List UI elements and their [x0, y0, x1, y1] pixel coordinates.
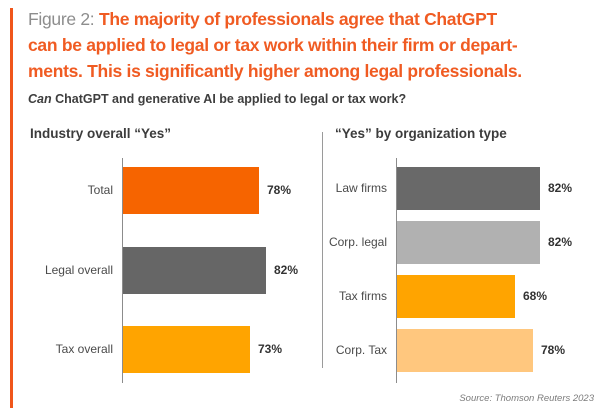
accent-stripe: [10, 8, 13, 408]
figure-title-line1: Figure 2: The majority of professionals …: [28, 6, 598, 32]
value-label: 68%: [523, 289, 548, 303]
survey-question: Can ChatGPT and generative AI be applied…: [28, 92, 406, 106]
survey-question-italic-word: Can: [28, 92, 52, 106]
category-label: Corp. Tax: [335, 343, 387, 357]
figure-number-label: Figure 2:: [28, 9, 95, 29]
category-label: Corp. legal: [328, 235, 387, 249]
bar: [123, 167, 259, 214]
category-label: Legal overall: [44, 262, 113, 277]
value-label: 82%: [548, 181, 573, 195]
category-label: Tax overall: [55, 342, 113, 356]
value-label: 78%: [541, 343, 566, 357]
bar: [397, 329, 533, 372]
value-label: 82%: [548, 235, 573, 249]
axis-line: [122, 158, 123, 383]
value-label: 82%: [274, 262, 299, 277]
figure-title-text: The majority of professionals agree that…: [98, 9, 497, 29]
bar: [397, 221, 540, 264]
category-label: Total: [87, 183, 113, 197]
value-label: 73%: [258, 342, 283, 356]
figure-title-line3: ments. This is significantly higher amon…: [28, 61, 522, 81]
bar: [123, 246, 266, 294]
category-label: Law firms: [335, 181, 387, 195]
bar: [123, 326, 250, 373]
axis-line: [396, 158, 397, 383]
panel-divider-line: [322, 132, 323, 368]
value-label: 78%: [267, 183, 292, 197]
category-label: Tax firms: [339, 289, 387, 303]
survey-question-text: ChatGPT and generative AI be applied to …: [55, 92, 407, 106]
figure-title: Figure 2: The majority of professionals …: [28, 6, 598, 84]
bar: [397, 167, 540, 210]
figure-title-line2: can be applied to legal or tax work with…: [28, 35, 518, 55]
source-credit: Source: Thomson Reuters 2023: [459, 393, 594, 404]
right-chart-heading: “Yes” by organization type: [335, 126, 507, 141]
bar: [397, 275, 515, 318]
left-chart-heading: Industry overall “Yes”: [30, 126, 172, 141]
